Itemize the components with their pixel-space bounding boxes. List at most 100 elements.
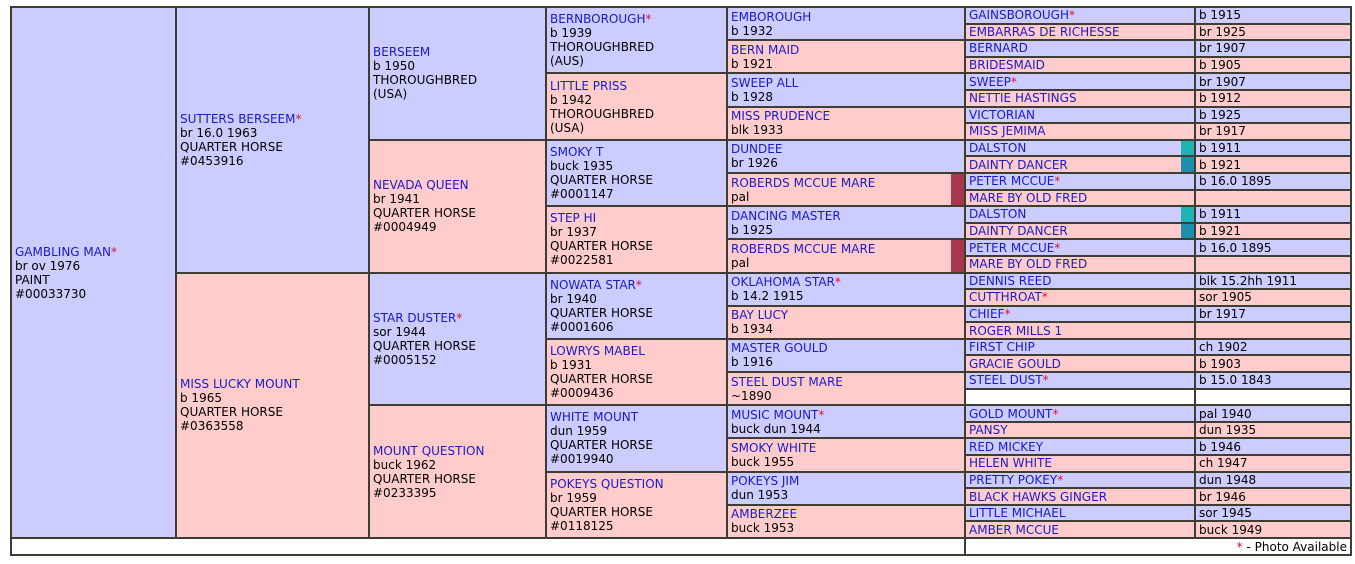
horse-name[interactable]: AMBERZEE	[731, 507, 798, 522]
horse-cell: MARE BY OLD FRED	[964, 254, 1196, 274]
horse-name[interactable]: NEVADA QUEEN	[373, 178, 469, 193]
horse-info: b 16.0 1895	[1194, 171, 1352, 191]
horse-detail: b 1965	[180, 391, 222, 406]
horse-name[interactable]: LOWRYS MABEL	[550, 344, 645, 359]
horse-name[interactable]: DENNIS REED	[969, 273, 1052, 288]
horse-name[interactable]: ROBERDS MCCUE MARE	[731, 175, 876, 190]
horse-detail: QUARTER HORSE	[550, 438, 653, 453]
horse-info: b 1903	[1194, 354, 1352, 374]
horse-cell: HELEN WHITE	[964, 454, 1196, 473]
horse-detail: br 1926	[731, 156, 778, 171]
photo-mark: *	[110, 244, 117, 259]
horse-name[interactable]: STEEL DUST MARE	[731, 374, 843, 389]
horse-name[interactable]: AMBER MCCUE	[969, 522, 1060, 537]
horse-name[interactable]: POKEYS QUESTION	[550, 476, 664, 491]
horse-name[interactable]: NETTIE HASTINGS	[969, 91, 1077, 106]
horse-name[interactable]: ROBERDS MCCUE MARE	[731, 241, 876, 256]
horse-name[interactable]: OKLAHOMA STAR	[731, 275, 835, 290]
horse-name[interactable]: GOLD MOUNT	[969, 406, 1053, 421]
horse-name[interactable]: BERN MAID	[731, 42, 800, 57]
horse-name[interactable]: PRETTY POKEY	[969, 472, 1058, 487]
horse-detail: (USA)	[373, 87, 408, 102]
horse-detail: #0009436	[550, 386, 614, 401]
horse-cell: MUSIC MOUNT* buck dun 1944	[726, 404, 966, 440]
horse-name[interactable]: CUTTHROAT	[969, 290, 1042, 305]
horse-name[interactable]: MARE BY OLD FRED	[969, 190, 1088, 205]
horse-name[interactable]: FIRST CHIP	[969, 340, 1035, 355]
horse-name[interactable]: MISS JEMIMA	[969, 124, 1046, 139]
horse-detail: #0001606	[550, 319, 614, 334]
horse-info	[1194, 321, 1352, 340]
horse-cell: LITTLE PRISS b 1942 THOROUGHBRED (USA)	[545, 72, 728, 141]
horse-name[interactable]: WHITE MOUNT	[550, 410, 639, 425]
horse-name[interactable]: ROGER MILLS 1	[969, 323, 1063, 338]
horse-detail: #0022581	[550, 253, 614, 268]
horse-detail: QUARTER HORSE	[550, 372, 653, 387]
horse-detail: br ov 1976	[15, 258, 81, 273]
horse-cell: GRACIE GOULD	[964, 354, 1196, 374]
horse-name[interactable]: MOUNT QUESTION	[373, 443, 485, 458]
horse-name[interactable]: SUTTERS BERSEEM	[180, 111, 296, 126]
horse-name[interactable]: SWEEP ALL	[731, 75, 799, 90]
horse-name[interactable]: LITTLE PRISS	[550, 78, 628, 93]
horse-name[interactable]: MUSIC MOUNT	[731, 407, 819, 422]
horse-name[interactable]: PETER MCCUE	[969, 240, 1055, 255]
horse-name[interactable]: SMOKY T	[550, 144, 604, 159]
footer-row: * - Photo Available	[10, 537, 1352, 556]
horse-name[interactable]: PETER MCCUE	[969, 174, 1055, 189]
horse-name[interactable]: MARE BY OLD FRED	[969, 257, 1088, 272]
horse-name[interactable]: BAY LUCY	[731, 308, 789, 323]
horse-name[interactable]: BERNBOROUGH	[550, 12, 646, 27]
horse-cell: FIRST CHIP	[964, 337, 1196, 357]
pedigree-body: GAMBLING MAN* br ov 1976 PAINT #00033730 SUT…	[10, 5, 1352, 556]
horse-name[interactable]: CHIEF	[969, 306, 1005, 321]
photo-mark: *	[456, 310, 463, 325]
horse-name[interactable]: GRACIE GOULD	[969, 356, 1061, 371]
horse-name[interactable]: SWEEP	[969, 74, 1011, 89]
horse-name[interactable]: BERNARD	[969, 41, 1028, 56]
horse-name[interactable]: BLACK HAWKS GINGER	[969, 489, 1108, 504]
horse-name[interactable]: VICTORIAN	[969, 107, 1035, 122]
horse-name[interactable]: POKEYS JIM	[731, 474, 800, 489]
horse-name[interactable]: PANSY	[969, 423, 1008, 438]
highlight-marker	[951, 241, 963, 271]
pedigree-row: MARE BY OLD FRED	[11, 188, 1352, 208]
horse-name[interactable]: NOWATA STAR	[550, 277, 636, 292]
horse-name[interactable]: STAR DUSTER	[373, 310, 457, 325]
horse-name[interactable]: DALSTON	[969, 207, 1027, 222]
horse-name[interactable]: BERSEEM	[373, 45, 431, 60]
horse-detail: b 1925	[731, 222, 773, 237]
horse-name[interactable]: STEEL DUST	[969, 373, 1043, 388]
horse-name[interactable]: HELEN WHITE	[969, 456, 1053, 471]
horse-name[interactable]: DANCING MASTER	[731, 208, 841, 223]
horse-name[interactable]: RED MICKEY	[969, 439, 1044, 454]
horse-name[interactable]: GAINSBOROUGH	[969, 8, 1069, 23]
horse-name[interactable]: DUNDEE	[731, 142, 783, 157]
horse-detail: b 14.2 1915	[731, 289, 804, 304]
horse-detail: #0363558	[180, 419, 244, 434]
horse-name[interactable]: MISS PRUDENCE	[731, 109, 831, 124]
horse-info: br 1907	[1194, 72, 1352, 91]
pedigree-row: ROBERDS MCCUE MARE pal PETER MCCUE* b 16.0 …	[11, 171, 1352, 208]
horse-detail: PAINT	[15, 272, 50, 287]
horse-detail: buck 1962	[373, 457, 437, 472]
photo-mark: *	[1052, 406, 1059, 421]
horse-cell: EMBARRAS DE RICHESSE	[964, 22, 1196, 42]
horse-name[interactable]: DALSTON	[969, 141, 1027, 156]
horse-name[interactable]: LITTLE MICHAEL	[969, 506, 1066, 521]
horse-name[interactable]: DAINTY DANCER	[969, 224, 1068, 239]
horse-name[interactable]: MASTER GOULD	[731, 341, 828, 356]
horse-name[interactable]: EMBARRAS DE RICHESSE	[969, 24, 1120, 39]
horse-name[interactable]: BRIDESMAID	[969, 58, 1045, 73]
photo-mark: *	[645, 12, 652, 27]
pedigree-row: BAY LUCY b 1934 CHIEF* br 1917	[11, 304, 1352, 340]
horse-detail: QUARTER HORSE	[180, 139, 283, 154]
horse-name[interactable]: GAMBLING MAN	[15, 244, 111, 259]
footer-blank	[10, 537, 966, 556]
horse-detail: pal	[731, 189, 750, 204]
horse-name[interactable]: EMBOROUGH	[731, 9, 812, 24]
horse-name[interactable]: STEP HI	[550, 211, 597, 226]
horse-name[interactable]: MISS LUCKY MOUNT	[180, 377, 300, 392]
horse-name[interactable]: SMOKY WHITE	[731, 441, 817, 456]
horse-name[interactable]: DAINTY DANCER	[969, 157, 1068, 172]
